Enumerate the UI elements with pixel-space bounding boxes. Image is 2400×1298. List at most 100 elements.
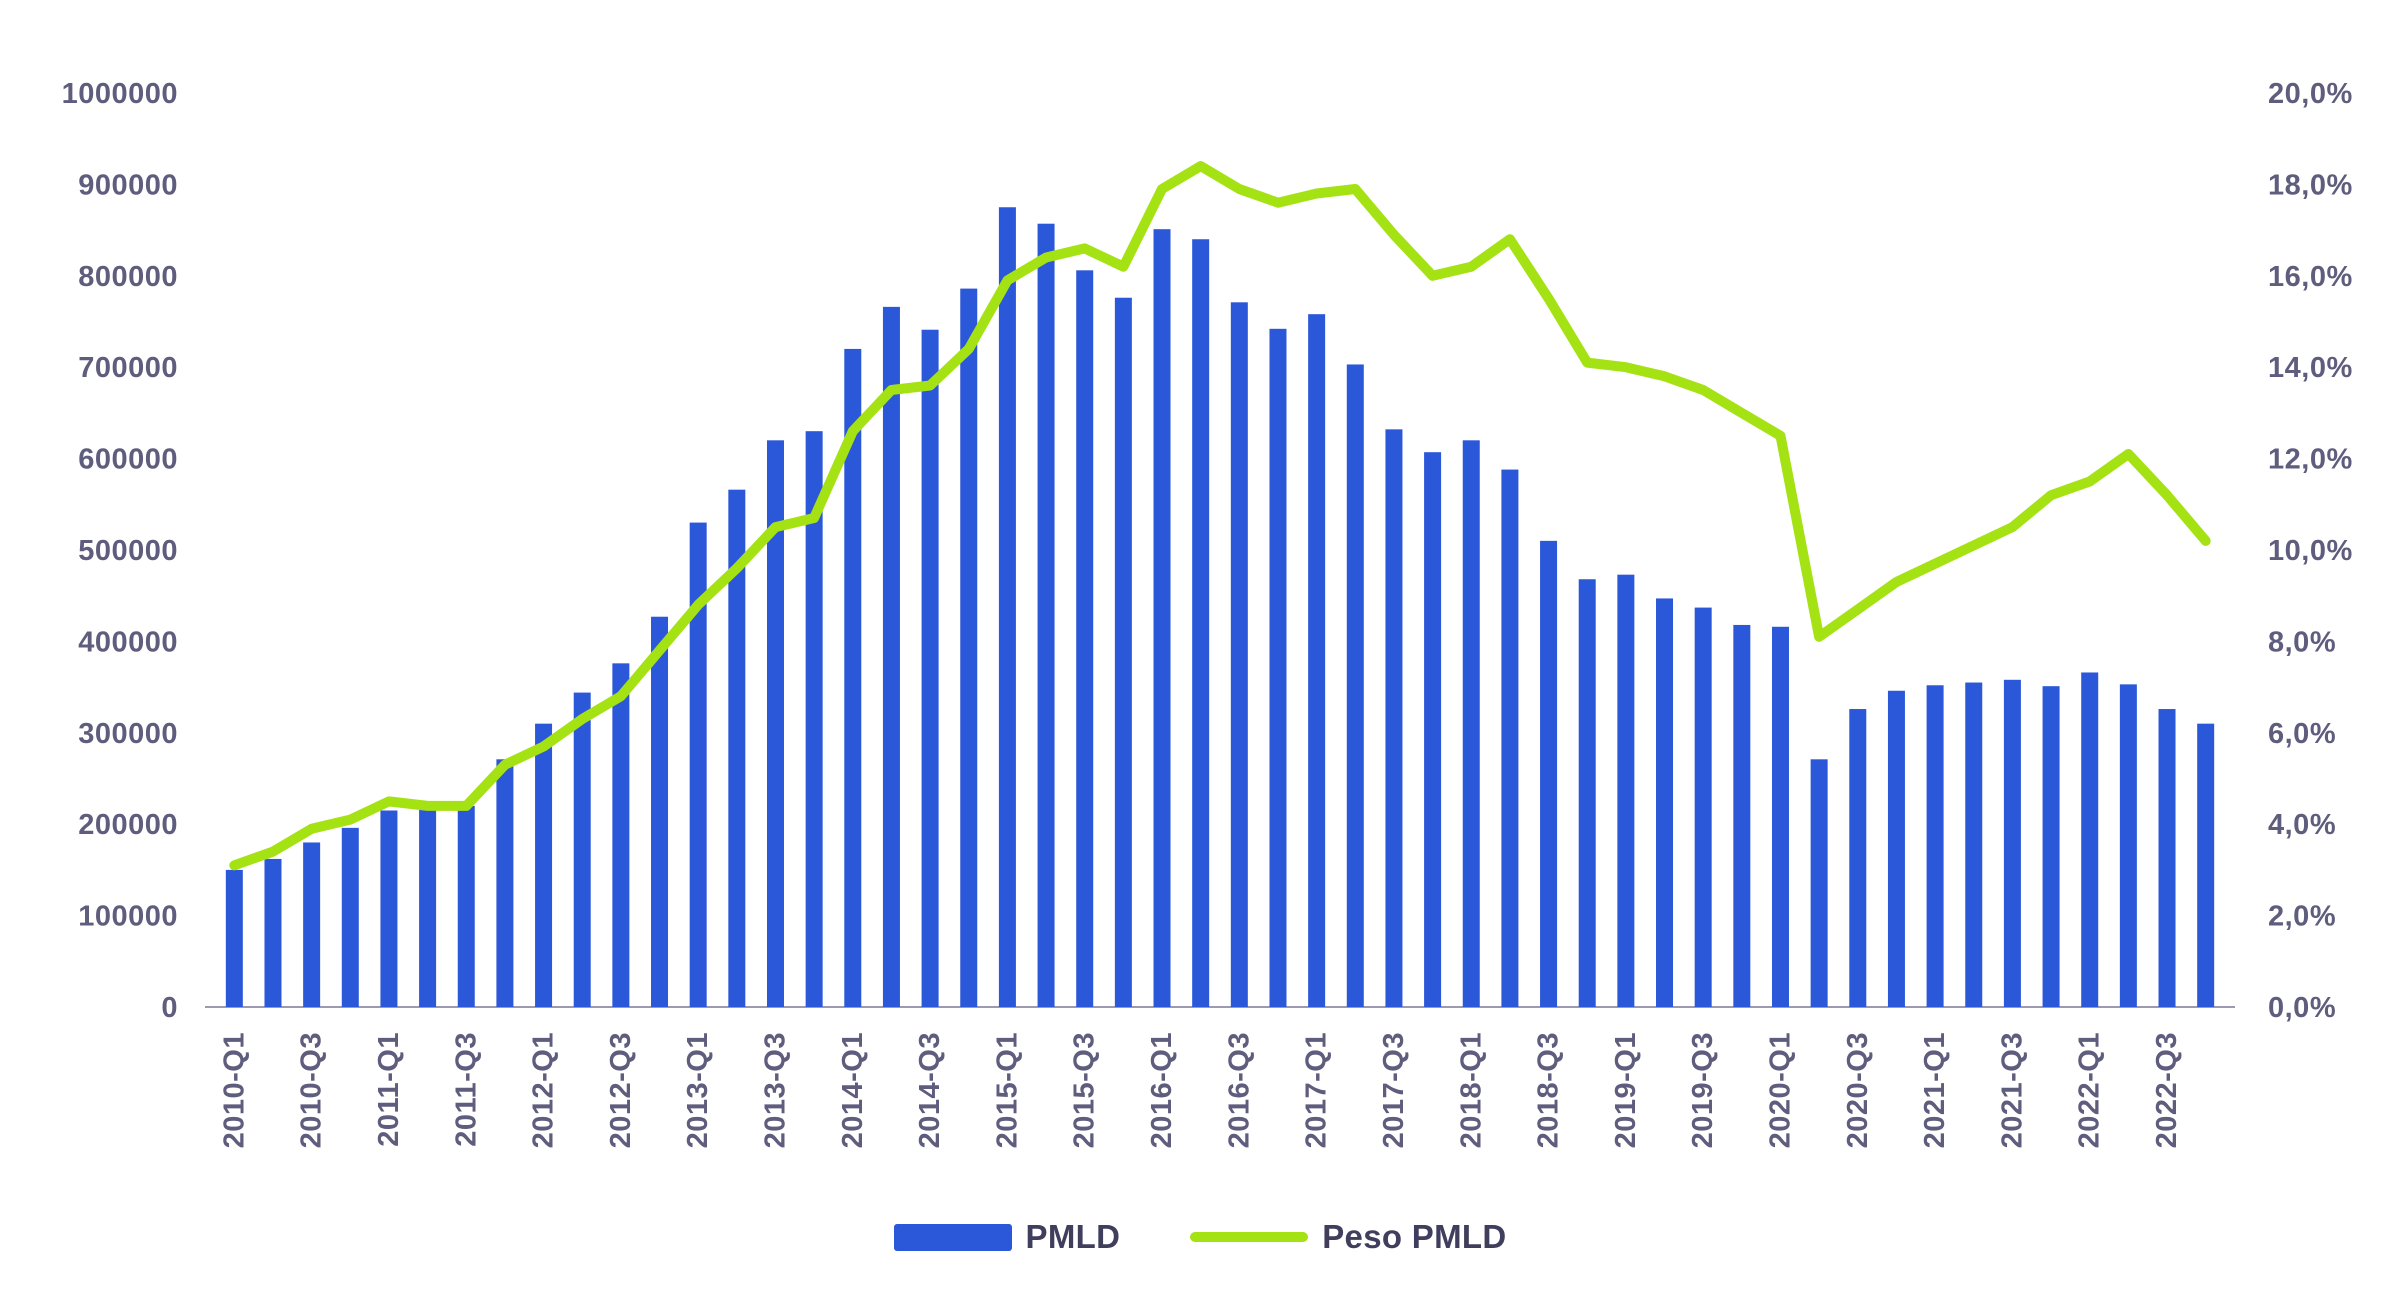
x-axis-tick-label: 2019-Q1 (1610, 1032, 1642, 1148)
pmld-bar (380, 810, 398, 1007)
x-axis-tick-label: 2018-Q1 (1455, 1032, 1487, 1148)
pmld-bar (264, 858, 282, 1007)
peso-pmld-legend-label: Peso PMLD (1322, 1218, 1507, 1255)
x-axis-tick-label: 2016-Q1 (1146, 1032, 1178, 1148)
pmld-bar (1926, 685, 1944, 1007)
pmld-bar (2081, 672, 2099, 1007)
pmld-bar (805, 431, 823, 1007)
pmld-bar (2119, 684, 2137, 1007)
x-axis-tick-label: 2018-Q3 (1533, 1032, 1565, 1148)
y-axis-right-tick-label: 6,0% (2268, 718, 2336, 750)
pmld-bar (1385, 429, 1403, 1007)
y-axis-left-tick-label: 800000 (78, 261, 178, 293)
pmld-bar (1656, 598, 1674, 1007)
chart-legend: PMLD Peso PMLD (0, 1218, 2400, 1256)
pmld-bar (844, 348, 862, 1007)
legend-item-peso-pmld: Peso PMLD (1190, 1218, 1506, 1256)
y-axis-right-tick-label: 10,0% (2268, 535, 2353, 567)
x-axis-tick-label: 2021-Q3 (1996, 1032, 2028, 1148)
pmld-bar (303, 842, 321, 1007)
pmld-bar (882, 306, 900, 1008)
y-axis-right-tick-label: 2,0% (2268, 901, 2336, 933)
y-axis-left-tick-label: 500000 (78, 535, 178, 567)
y-axis-right-tick-label: 14,0% (2268, 352, 2353, 384)
pmld-bar (921, 329, 939, 1007)
pmld-bar (535, 723, 553, 1007)
pmld-bar (1192, 239, 1210, 1008)
y-axis-right-tick-label: 4,0% (2268, 809, 2336, 841)
pmld-bar (1578, 579, 1596, 1007)
pmld-bar (573, 692, 591, 1007)
pmld-bar (998, 207, 1016, 1007)
y-axis-right-tick-label: 8,0% (2268, 626, 2336, 658)
pmld-legend-label: PMLD (1025, 1218, 1121, 1255)
pmld-bar (1230, 302, 1248, 1007)
x-axis-tick-label: 2011-Q1 (373, 1032, 405, 1147)
x-axis-tick-label: 2019-Q3 (1687, 1032, 1719, 1148)
y-axis-right-tick-label: 0,0% (2268, 992, 2336, 1024)
y-axis-left-tick-label: 200000 (78, 809, 178, 841)
x-axis-tick-label: 2022-Q3 (2151, 1032, 2183, 1148)
x-axis-tick-label: 2011-Q3 (450, 1032, 482, 1147)
y-axis-left-tick-label: 100000 (78, 901, 178, 933)
x-axis-tick-label: 2020-Q3 (1842, 1032, 1874, 1148)
y-axis-left-tick-label: 300000 (78, 718, 178, 750)
x-axis-tick-label: 2015-Q3 (1069, 1032, 1101, 1148)
pmld-bar (1887, 690, 1905, 1007)
y-axis-right-tick-label: 20,0% (2268, 78, 2353, 110)
y-axis-right-tick-label: 12,0% (2268, 444, 2353, 476)
pmld-bar (1037, 223, 1055, 1007)
pmld-bar (960, 288, 978, 1007)
pmld-bar (766, 440, 784, 1007)
pmld-bar (1462, 440, 1480, 1007)
x-axis-tick-label: 2012-Q1 (528, 1032, 560, 1148)
x-axis-tick-label: 2013-Q1 (682, 1032, 714, 1148)
x-axis-tick-label: 2014-Q3 (914, 1032, 946, 1148)
pmld-bar (1308, 314, 1326, 1007)
pmld-bar (1269, 328, 1287, 1007)
pmld-bar (1617, 574, 1635, 1007)
y-axis-left-tick-label: 1000000 (62, 78, 178, 110)
pmld-bar (2003, 679, 2021, 1007)
pmld-bar (612, 663, 630, 1007)
pmld-bar (728, 489, 746, 1007)
pmld-bar (2197, 723, 2215, 1007)
pmld-bar (1771, 626, 1789, 1007)
pmld-bar (689, 522, 707, 1007)
pmld-bar (457, 805, 475, 1007)
pmld-bar (1965, 682, 1983, 1007)
pmld-bar (1694, 607, 1712, 1007)
pmld-bar (1733, 624, 1751, 1007)
pmld-bar (2158, 709, 2176, 1007)
x-axis-tick-label: 2022-Q1 (2074, 1032, 2106, 1148)
pmld-bar (2042, 686, 2060, 1007)
pmld-bar-swatch (893, 1223, 1012, 1251)
x-axis-tick-label: 2017-Q1 (1301, 1032, 1333, 1148)
peso-pmld-line-swatch (1190, 1232, 1309, 1242)
pmld-bar (1501, 469, 1519, 1007)
pmld-bar (1540, 540, 1558, 1007)
pmld-bar (419, 805, 437, 1007)
y-axis-left-tick-label: 700000 (78, 352, 178, 384)
x-axis-tick-label: 2021-Q1 (1919, 1032, 1951, 1148)
x-axis-tick-label: 2017-Q3 (1378, 1032, 1410, 1148)
pmld-bar (1153, 229, 1171, 1007)
x-axis-tick-label: 2010-Q1 (218, 1032, 250, 1148)
x-axis-tick-label: 2014-Q1 (837, 1032, 869, 1148)
y-axis-left-tick-label: 600000 (78, 444, 178, 476)
x-axis-tick-label: 2015-Q1 (991, 1032, 1023, 1148)
x-axis-tick-label: 2016-Q3 (1223, 1032, 1255, 1148)
peso-pmld-line (229, 161, 2211, 871)
x-axis-tick-label: 2013-Q3 (759, 1032, 791, 1148)
x-axis-tick-label: 2012-Q3 (605, 1032, 637, 1148)
pmld-bar (1076, 270, 1094, 1007)
pmld-bar (341, 827, 359, 1007)
y-axis-right-tick-label: 18,0% (2268, 169, 2353, 201)
pmld-bar (1346, 364, 1364, 1007)
y-axis-right-tick-label: 16,0% (2268, 261, 2353, 293)
y-axis-left-tick-label: 0 (161, 992, 178, 1024)
pmld-bar (1849, 709, 1867, 1007)
pmld-bar (496, 759, 514, 1007)
